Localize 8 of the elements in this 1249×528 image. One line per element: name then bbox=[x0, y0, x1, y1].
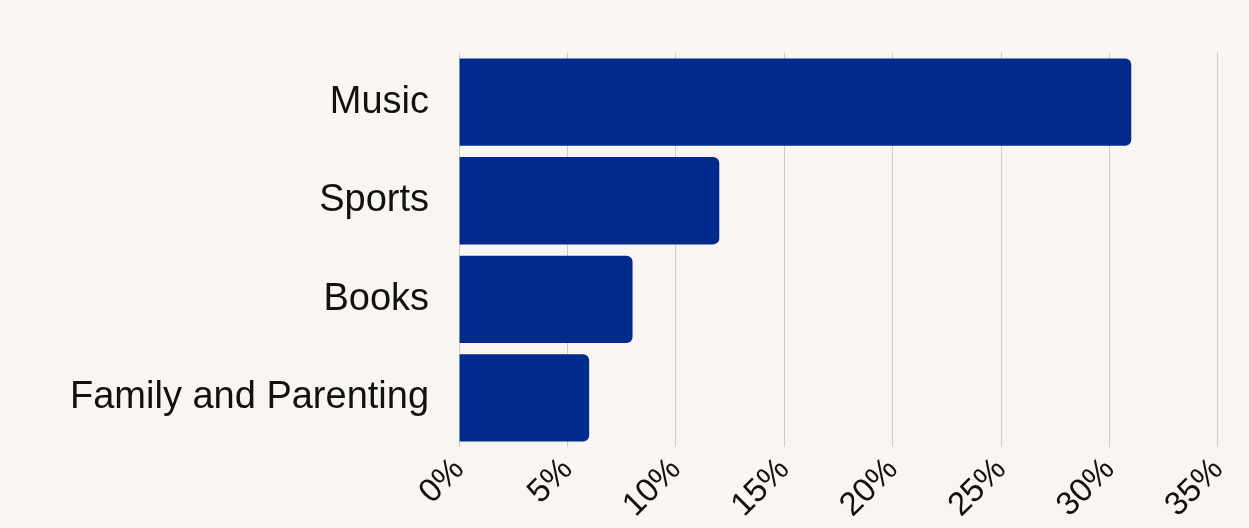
y-tick-label: Books bbox=[323, 275, 430, 318]
x-tick-label: 30% bbox=[1048, 449, 1121, 523]
y-tick-label: Sports bbox=[319, 177, 430, 220]
x-tick-label: 0% bbox=[410, 449, 471, 510]
x-tick-label: 35% bbox=[1156, 449, 1230, 523]
x-tick-label: 5% bbox=[518, 449, 579, 510]
y-tick-label: Family and Parenting bbox=[69, 374, 430, 417]
y-tick-label: Music bbox=[329, 78, 430, 121]
